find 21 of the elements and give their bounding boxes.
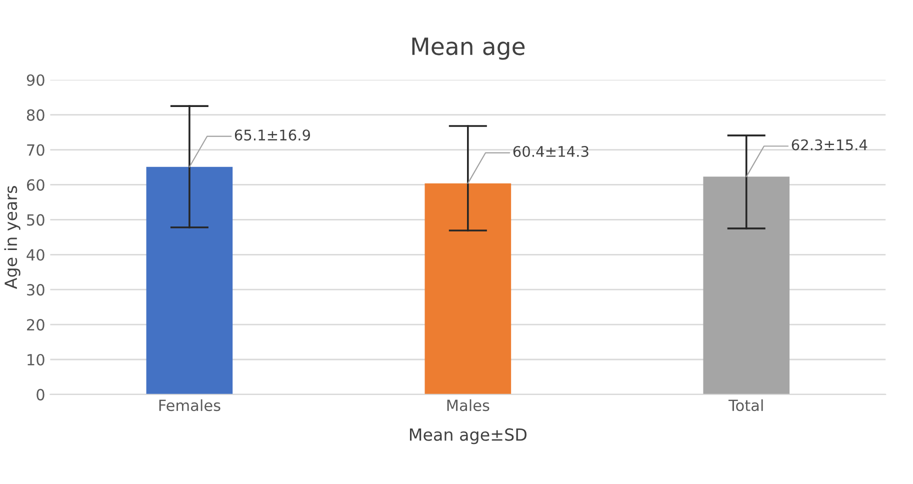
y-tick-label: 30 <box>27 284 44 296</box>
y-axis-title: Age in years <box>4 186 20 289</box>
data-label: 65.1±16.9 <box>234 130 310 141</box>
y-tick-label: 90 <box>26 74 44 86</box>
data-label: 60.4±14.3 <box>513 146 588 158</box>
x-axis-title: Mean age±SD <box>410 428 526 444</box>
y-tick-label: 70 <box>27 144 44 156</box>
bar <box>146 166 233 394</box>
y-tick-label: 60 <box>26 179 44 191</box>
y-tick-label: 80 <box>26 109 44 121</box>
y-tick-label: 0 <box>36 388 44 400</box>
chart-title: Mean age <box>412 38 525 60</box>
y-tick-label: 50 <box>27 214 44 226</box>
x-tick-label: Females <box>159 399 220 412</box>
data-label: 62.3±15.4 <box>792 139 868 150</box>
y-tick-label: 10 <box>28 354 44 366</box>
x-tick-label: Total <box>728 399 763 412</box>
bar <box>424 183 512 394</box>
y-tick-label: 20 <box>27 319 44 331</box>
x-tick-label: Males <box>447 399 490 412</box>
y-tick-label: 40 <box>26 249 44 261</box>
